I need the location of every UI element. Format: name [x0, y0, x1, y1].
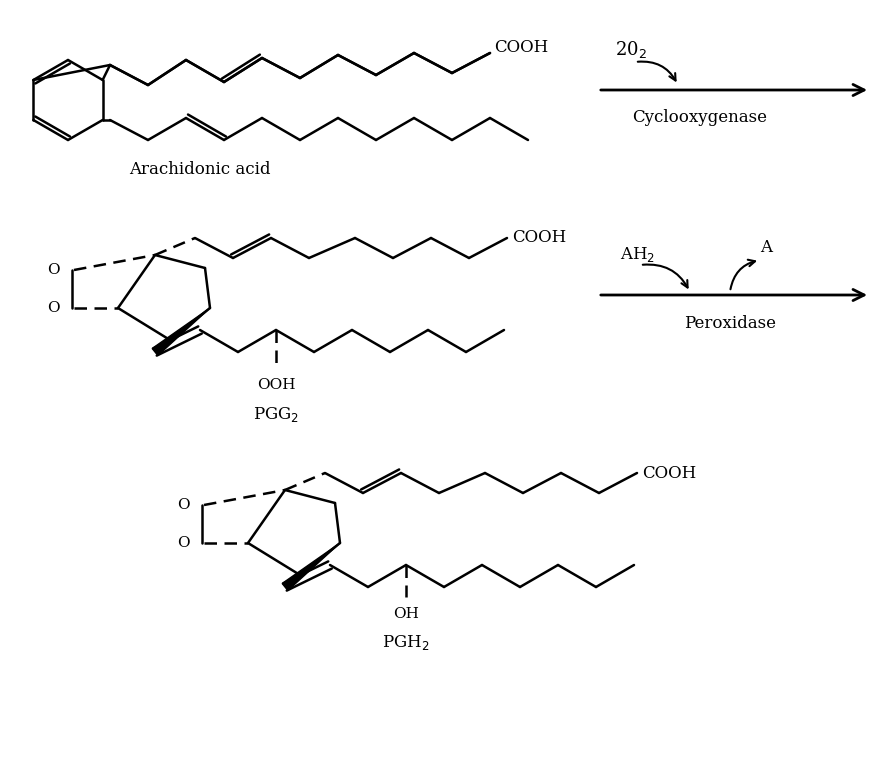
FancyArrowPatch shape [643, 264, 688, 288]
Text: Peroxidase: Peroxidase [684, 315, 776, 332]
Text: Arachidonic acid: Arachidonic acid [129, 161, 271, 179]
Text: Cyclooxygenase: Cyclooxygenase [632, 109, 767, 126]
FancyArrowPatch shape [731, 260, 755, 289]
Text: COOH: COOH [494, 39, 549, 56]
Text: O: O [47, 301, 60, 315]
Polygon shape [282, 543, 340, 591]
Text: O: O [178, 536, 190, 550]
Text: AH$_2$: AH$_2$ [620, 245, 655, 264]
Text: O: O [178, 498, 190, 512]
Text: PGG$_2$: PGG$_2$ [253, 405, 299, 424]
Text: OOH: OOH [257, 378, 295, 392]
Text: COOH: COOH [642, 464, 697, 482]
FancyArrowPatch shape [638, 62, 675, 80]
Text: COOH: COOH [512, 230, 566, 247]
Polygon shape [153, 308, 210, 355]
Text: OH: OH [393, 607, 419, 621]
Text: A: A [760, 240, 772, 257]
Text: PGH$_2$: PGH$_2$ [383, 633, 430, 652]
Text: 20$_2$: 20$_2$ [615, 39, 647, 60]
Text: O: O [47, 263, 60, 277]
